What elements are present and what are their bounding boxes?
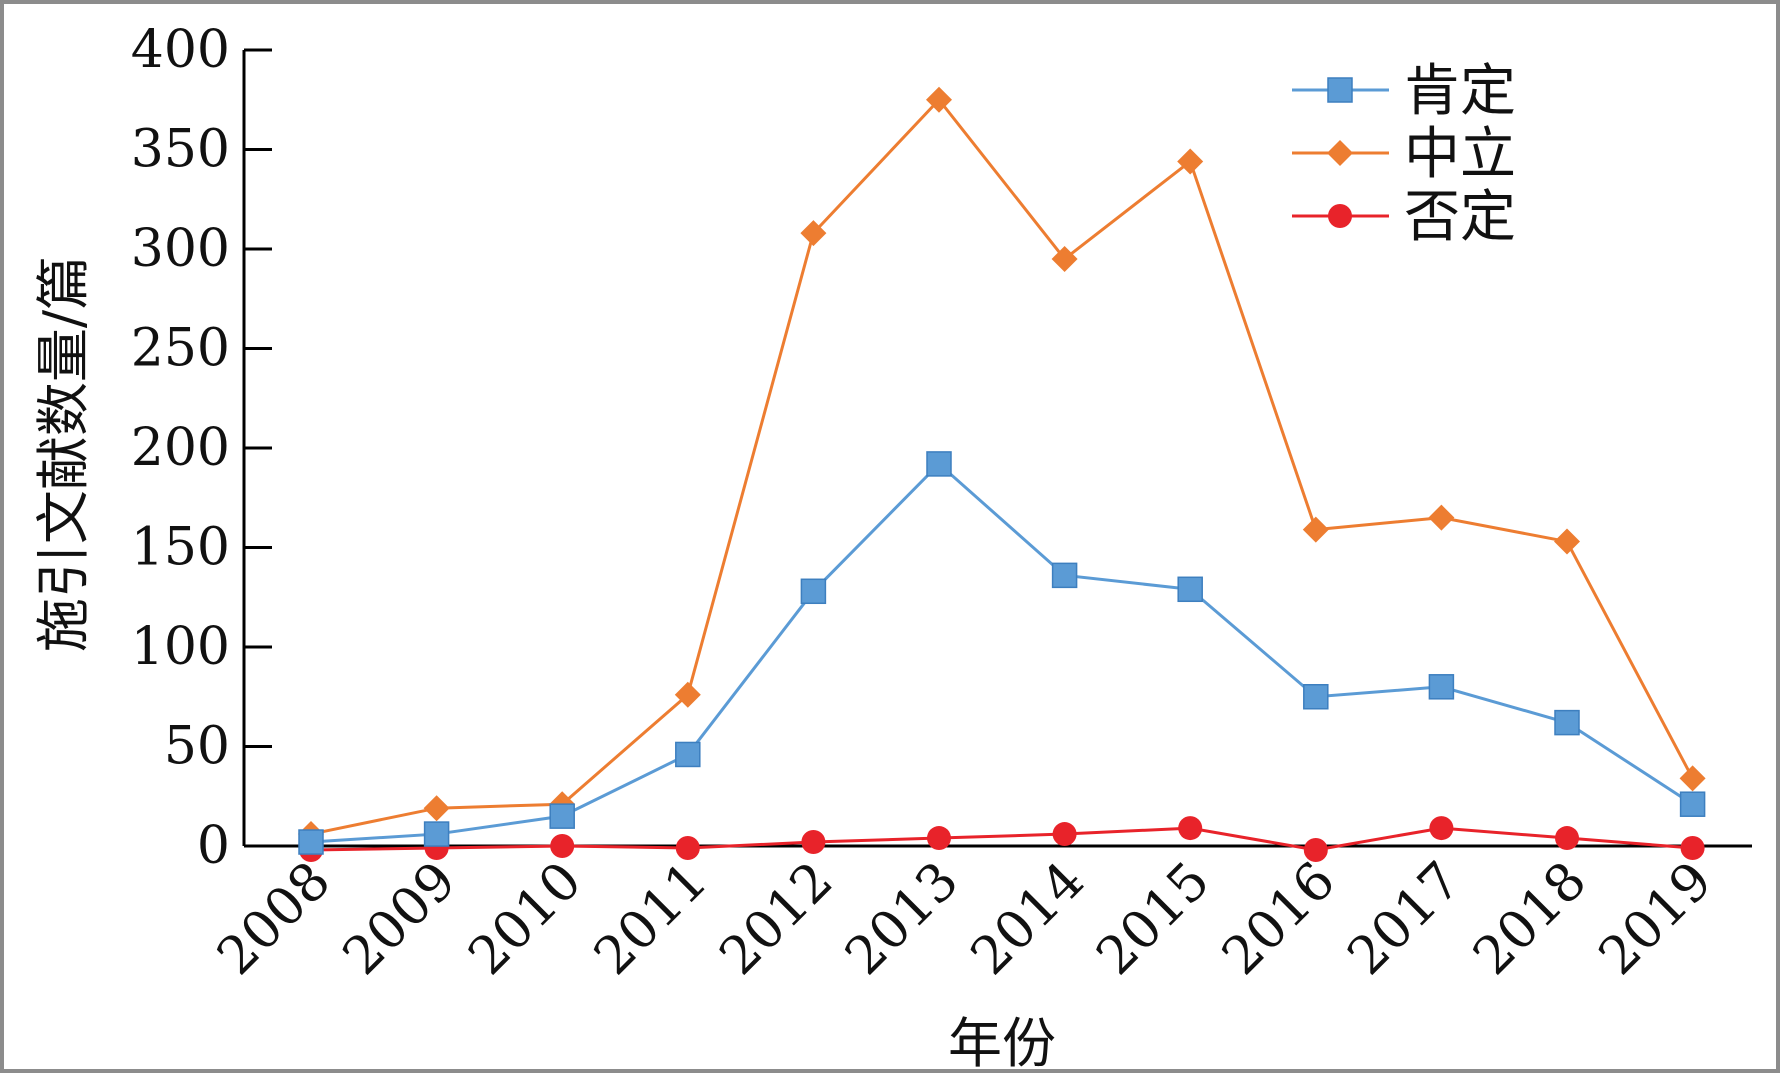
x-tick-label: 2016 (1211, 851, 1347, 987)
y-tick-label: 50 (164, 717, 230, 777)
data-point (1177, 576, 1203, 603)
legend-marker (1327, 77, 1353, 103)
data-point (1428, 674, 1455, 700)
y-axis-ticks: 0 50 100 150 200 250 300 350 400 (131, 20, 272, 876)
x-axis-ticks: 2008200920102011201220132014201520162017… (206, 851, 1724, 987)
data-point (675, 741, 701, 768)
data-point (1679, 765, 1706, 792)
data-point (1302, 516, 1329, 543)
data-point (927, 826, 951, 851)
data-point (675, 835, 700, 860)
legend-item: 肯定 (1292, 59, 1516, 124)
x-axis-title: 年份 (948, 1012, 1056, 1075)
data-point (550, 834, 575, 858)
x-tick-label: 2019 (1588, 851, 1724, 987)
legend-item: 中立 (1292, 122, 1516, 187)
y-tick-label: 350 (131, 120, 230, 180)
data-point (423, 795, 450, 822)
data-point (1178, 816, 1203, 841)
y-tick-label: 0 (197, 816, 230, 876)
series-line (310, 97, 1694, 836)
data-point (423, 821, 450, 847)
data-point (800, 578, 827, 605)
y-tick-label: 150 (131, 518, 230, 578)
series-0 (298, 451, 1706, 855)
y-tick-label: 100 (131, 617, 230, 677)
series-line (310, 826, 1693, 852)
series-line (310, 461, 1694, 844)
data-point (1680, 835, 1705, 860)
data-point (1303, 837, 1328, 862)
data-point (1554, 709, 1580, 736)
x-tick-label: 2012 (709, 851, 845, 987)
data-point (1679, 791, 1706, 817)
data-point (1428, 504, 1455, 531)
data-point (1303, 684, 1329, 710)
data-point (549, 803, 575, 829)
data-point (674, 681, 701, 708)
data-point (298, 829, 324, 855)
data-point (1555, 826, 1579, 851)
data-point (1052, 822, 1077, 847)
data-point (1051, 245, 1078, 272)
x-tick-label: 2009 (332, 851, 468, 987)
legend-item: 否定 (1292, 185, 1516, 250)
y-tick-label: 400 (131, 20, 230, 80)
data-point (801, 830, 826, 855)
y-tick-label: 200 (131, 418, 230, 478)
x-tick-label: 2017 (1337, 851, 1473, 987)
data-point (1051, 562, 1078, 589)
x-tick-label: 2011 (583, 851, 719, 987)
x-tick-label: 2014 (960, 851, 1096, 987)
legend-label: 中立 (1404, 122, 1516, 187)
y-tick-label: 300 (131, 219, 230, 279)
legend-label: 否定 (1404, 185, 1516, 250)
axes (242, 50, 1752, 848)
legend-marker (1327, 140, 1353, 166)
data-point (1429, 816, 1454, 841)
data-point (926, 86, 952, 113)
x-tick-label: 2013 (834, 851, 970, 987)
data-point (1177, 148, 1204, 175)
data-point (800, 220, 827, 247)
y-axis-title: 施引文献数量/篇 (32, 256, 95, 652)
y-tick-label: 250 (131, 319, 230, 379)
x-tick-label: 2010 (457, 851, 593, 987)
x-tick-label: 2018 (1462, 851, 1598, 987)
legend-marker (1328, 204, 1352, 228)
x-tick-label: 2015 (1085, 851, 1221, 987)
legend-label: 肯定 (1404, 59, 1516, 124)
data-point (1554, 528, 1580, 555)
line-chart: 0 50 100 150 200 250 300 350 400 200820092010201… (32, 20, 1752, 1075)
data-point (926, 451, 952, 477)
series-layer (298, 86, 1706, 862)
